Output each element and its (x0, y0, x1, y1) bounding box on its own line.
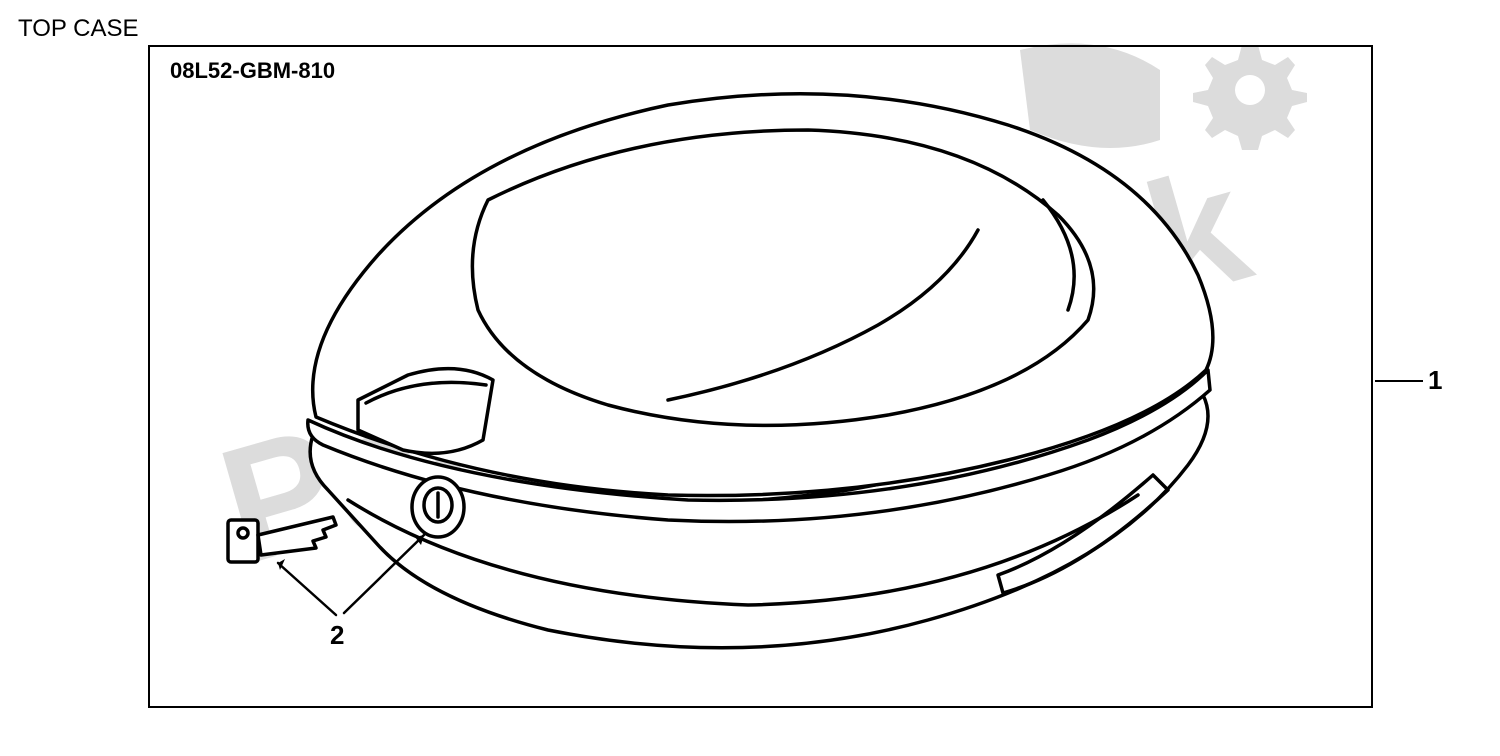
lid-panel (472, 130, 1093, 425)
callout-1-leader (1375, 380, 1423, 382)
callout-1-label: 1 (1428, 365, 1442, 396)
key-icon (228, 517, 336, 562)
page-title: TOP CASE (18, 15, 139, 43)
lock-cylinder (412, 477, 464, 537)
top-case-diagram (148, 45, 1373, 708)
callout-2-label: 2 (330, 620, 344, 651)
